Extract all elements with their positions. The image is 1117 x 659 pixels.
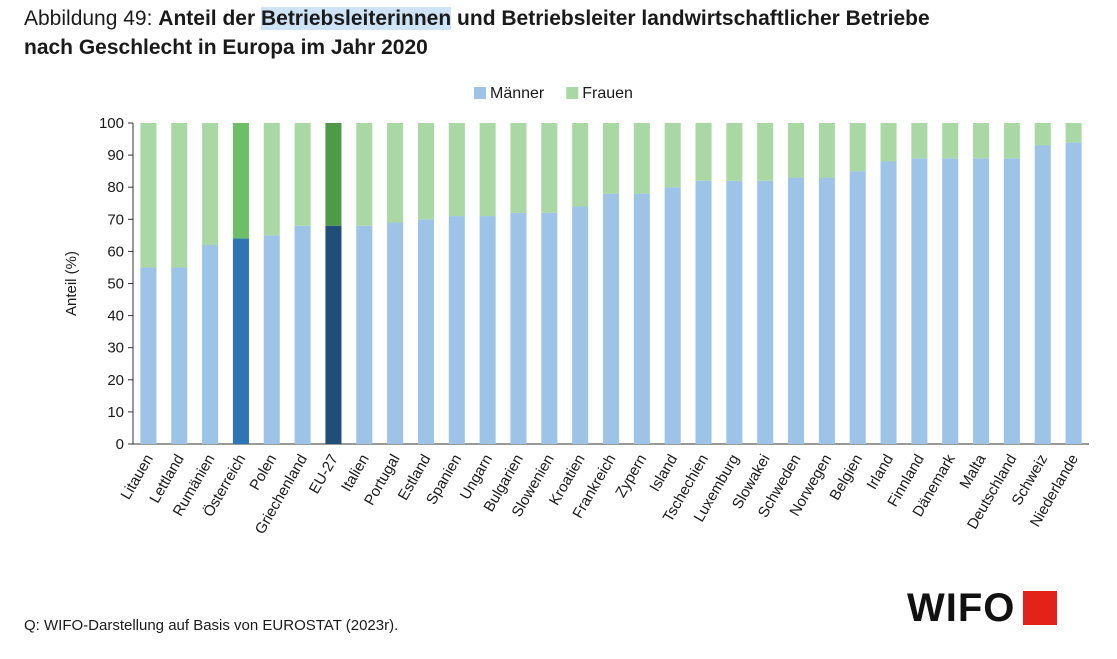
bar-maenner	[572, 206, 589, 444]
x-tick-label: EU-27	[306, 452, 342, 497]
bar-maenner	[294, 225, 311, 444]
bar-maenner	[726, 180, 743, 444]
bar-maenner	[541, 212, 558, 444]
y-tick-label: 40	[107, 308, 124, 325]
bar-frauen	[942, 123, 959, 159]
bar-frauen	[417, 123, 434, 220]
figure-number: Abbildung 49:	[24, 7, 159, 30]
logo-text: WIFO	[907, 586, 1016, 630]
bar-maenner	[818, 177, 835, 444]
bar-maenner	[479, 216, 496, 444]
chart-title: Abbildung 49: Anteil der Betriebsleiteri…	[24, 4, 1104, 62]
bar-maenner	[973, 158, 990, 444]
bar-maenner	[171, 267, 188, 444]
title-part-2: und Betriebsleiter landwirtschaftlicher …	[451, 7, 930, 30]
bar-maenner	[911, 158, 928, 444]
bar-maenner	[757, 180, 774, 444]
bar-maenner	[1003, 158, 1020, 444]
bar-frauen	[510, 123, 527, 213]
bar-maenner	[232, 238, 249, 444]
bar-maenner	[942, 158, 959, 444]
bar-maenner	[356, 225, 373, 444]
y-axis-label: Anteil (%)	[63, 251, 80, 316]
bar-frauen	[849, 123, 866, 172]
legend-label: Männer	[490, 85, 545, 102]
bar-frauen	[1065, 123, 1082, 143]
bar-maenner	[695, 180, 712, 444]
legend-swatch	[566, 87, 579, 99]
bar-maenner	[387, 222, 404, 444]
bar-frauen	[726, 123, 743, 181]
legend-label: Frauen	[582, 85, 633, 102]
bar-frauen	[171, 123, 188, 268]
bar-frauen	[695, 123, 712, 181]
bar-frauen	[572, 123, 589, 207]
title-highlight: Betriebsleiterinnen	[260, 7, 452, 30]
y-tick-label: 20	[107, 372, 124, 389]
bar-frauen	[757, 123, 774, 181]
title-line-2: nach Geschlecht in Europa im Jahr 2020	[24, 36, 428, 59]
bar-frauen	[140, 123, 157, 268]
bar-maenner	[202, 244, 219, 444]
bar-frauen	[263, 123, 280, 236]
bar-frauen	[356, 123, 373, 226]
y-tick-label: 0	[116, 436, 124, 453]
bar-maenner	[664, 187, 681, 444]
bar-frauen	[541, 123, 558, 213]
y-tick-label: 50	[107, 276, 124, 293]
bar-maenner	[140, 267, 157, 444]
bar-frauen	[1034, 123, 1051, 146]
bar-maenner	[633, 193, 650, 444]
bar-maenner	[510, 212, 527, 444]
y-tick-label: 10	[107, 404, 124, 421]
bar-frauen	[448, 123, 465, 217]
bar-frauen	[325, 123, 342, 226]
bar-maenner	[417, 219, 434, 444]
bar-frauen	[788, 123, 805, 178]
y-tick-label: 90	[107, 147, 124, 164]
bar-frauen	[911, 123, 928, 159]
bar-maenner	[788, 177, 805, 444]
bar-frauen	[294, 123, 311, 226]
bar-maenner	[263, 235, 280, 444]
bar-frauen	[1003, 123, 1020, 159]
y-tick-label: 100	[99, 115, 124, 132]
bar-maenner	[880, 161, 897, 444]
bar-frauen	[202, 123, 219, 245]
bar-maenner	[602, 193, 620, 444]
bar-maenner	[849, 171, 866, 444]
bar-frauen	[880, 123, 897, 162]
logo-square-icon	[1023, 591, 1058, 625]
bar-frauen	[232, 123, 249, 239]
title-part-1: Anteil der	[158, 7, 261, 30]
bar-frauen	[602, 123, 620, 194]
y-tick-label: 80	[107, 179, 124, 196]
bar-frauen	[818, 123, 835, 178]
bar-maenner	[325, 225, 342, 444]
y-tick-label: 70	[107, 211, 124, 228]
bar-frauen	[973, 123, 990, 159]
legend-swatch	[474, 87, 486, 99]
wifo-logo: WIFO	[907, 586, 1058, 630]
bar-maenner	[448, 216, 465, 444]
bar-frauen	[633, 123, 650, 194]
bar-frauen	[479, 123, 496, 217]
bar-frauen	[387, 123, 404, 223]
x-tick-label: Zypern	[612, 452, 650, 501]
source-note: Q: WIFO-Darstellung auf Basis von EUROST…	[24, 617, 399, 634]
bar-frauen	[664, 123, 681, 188]
y-tick-label: 30	[107, 340, 124, 357]
bar-maenner	[1034, 145, 1051, 444]
y-tick-label: 60	[107, 243, 124, 260]
bar-maenner	[1065, 142, 1082, 444]
